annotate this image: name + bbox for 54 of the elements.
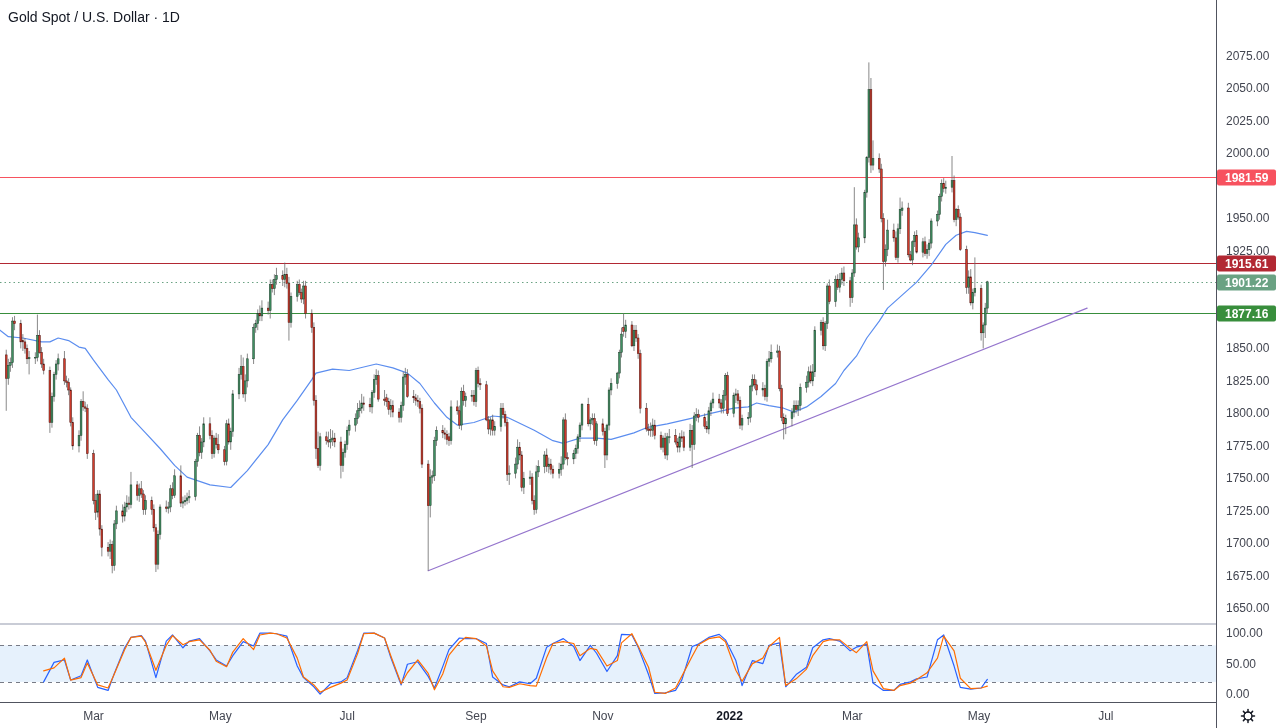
y-tick-label: 0.00 [1226, 687, 1250, 702]
ref-line-label: 1877.16 [1225, 306, 1269, 321]
y-tick-label: 1800.00 [1226, 406, 1270, 421]
ref-line-label: 1981.59 [1225, 170, 1269, 185]
x-tick-label: Sep [465, 709, 487, 723]
x-tick-label: Jul [339, 709, 355, 723]
candlestick [770, 344, 773, 364]
y-tick-label: 1950.00 [1226, 211, 1270, 226]
candlestick [19, 319, 22, 349]
y-tick-label: 2050.00 [1226, 81, 1270, 96]
x-tick-label: Jul [1098, 709, 1114, 723]
candlestick [188, 489, 191, 504]
y-tick-label: 100.00 [1226, 626, 1264, 641]
y-tick-label: 1775.00 [1226, 438, 1270, 453]
y-tick-label: 1850.00 [1226, 341, 1270, 356]
x-tick-label: Nov [592, 709, 614, 723]
candlestick [499, 402, 503, 432]
y-tick-label: 1825.00 [1226, 373, 1270, 388]
y-tick-label: 2000.00 [1226, 146, 1270, 161]
candlestick [682, 431, 685, 452]
candlestick [799, 383, 802, 412]
candlestick [630, 320, 634, 348]
candlestick [5, 349, 8, 412]
candlestick [593, 413, 596, 445]
x-tick-label: Mar [841, 709, 863, 723]
line-series [0, 230, 988, 489]
candlestick [260, 299, 264, 322]
y-tick-label: 1750.00 [1226, 471, 1270, 486]
candlestick [732, 392, 735, 418]
candlestick [121, 504, 124, 523]
candlestick [645, 402, 648, 432]
x-tick-label: May [967, 709, 991, 723]
y-tick-label: 1650.00 [1226, 601, 1270, 616]
x-tick-label: 2022 [716, 709, 744, 723]
y-tick-label: 2075.00 [1226, 48, 1270, 63]
candlestick [362, 396, 365, 412]
x-tick-label: Mar [83, 709, 104, 723]
candlestick [129, 471, 133, 509]
ref-line-label: 1915.61 [1225, 256, 1269, 271]
y-tick-label: 50.00 [1226, 656, 1257, 671]
candlestick [470, 389, 473, 403]
y-tick-label: 2025.00 [1226, 113, 1270, 128]
y-tick-label: 1675.00 [1226, 568, 1270, 583]
candlestick [377, 370, 380, 403]
y-tick-label: 1925.00 [1226, 243, 1270, 258]
candlestick [944, 180, 947, 195]
candlestick [339, 436, 343, 479]
candlestick [136, 480, 139, 501]
line-series [43, 632, 988, 695]
y-tick-label: 1700.00 [1226, 536, 1270, 551]
y-tick-label: 1725.00 [1226, 503, 1270, 518]
text: Gold Spot / U.S. Dollar · 1D [8, 9, 180, 25]
x-tick-label: May [209, 709, 232, 723]
ref-line-label: 1901.22 [1225, 275, 1269, 290]
